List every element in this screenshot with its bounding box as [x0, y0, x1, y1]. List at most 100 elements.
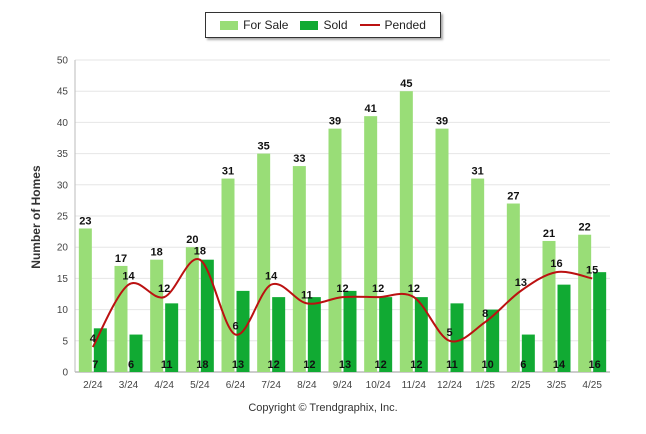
x-tick-label: 4/25 — [582, 380, 602, 391]
bar-for-sale — [578, 234, 592, 372]
data-label-for-sale: 23 — [79, 215, 91, 227]
y-tick-label: 40 — [57, 118, 69, 129]
data-label-sold: 6 — [520, 359, 526, 371]
y-tick-label: 15 — [57, 274, 69, 285]
x-tick-label: 11/24 — [402, 380, 427, 391]
y-tick-label: 25 — [57, 212, 69, 223]
x-tick-label: 12/24 — [437, 380, 462, 391]
data-label-pended: 12 — [158, 283, 170, 295]
y-tick-label: 30 — [57, 180, 69, 191]
x-tick-label: 2/25 — [511, 380, 531, 391]
data-label-pended: 4 — [90, 333, 97, 345]
for-sale-swatch-icon — [220, 20, 239, 30]
bar-sold — [307, 297, 321, 372]
bar-for-sale — [292, 166, 306, 372]
legend-item-pended: Pended — [359, 18, 426, 32]
data-label-for-sale: 39 — [329, 116, 341, 128]
y-tick-label: 10 — [57, 305, 69, 316]
x-tick-label: 9/24 — [333, 380, 353, 391]
bar-sold — [272, 297, 286, 372]
data-label-pended: 14 — [122, 271, 135, 283]
data-label-sold: 10 — [482, 359, 494, 371]
y-tick-label: 50 — [57, 56, 69, 67]
data-label-sold: 12 — [268, 359, 280, 371]
y-tick-label: 20 — [57, 243, 69, 254]
bar-sold — [414, 297, 428, 372]
data-label-pended: 18 — [194, 246, 206, 258]
bar-for-sale — [78, 228, 92, 372]
data-label-for-sale: 22 — [579, 222, 591, 234]
data-label-sold: 11 — [161, 359, 173, 371]
legend-label-for-sale: For Sale — [243, 18, 289, 32]
data-label-for-sale: 21 — [543, 228, 555, 240]
bar-sold — [379, 297, 393, 372]
bar-for-sale — [399, 91, 413, 372]
bar-sold — [165, 303, 179, 372]
x-tick-label: 10/24 — [366, 380, 391, 391]
legend: For Sale Sold Pended — [205, 12, 441, 38]
data-label-sold: 12 — [410, 359, 422, 371]
bar-sold — [200, 259, 214, 372]
bar-for-sale — [435, 128, 449, 372]
bar-sold — [129, 334, 143, 372]
data-label-pended: 12 — [336, 283, 348, 295]
data-label-sold: 6 — [128, 359, 134, 371]
data-label-for-sale: 31 — [472, 166, 484, 178]
data-label-sold: 13 — [232, 359, 244, 371]
data-label-sold: 13 — [339, 359, 351, 371]
data-label-pended: 14 — [265, 271, 278, 283]
data-label-pended: 15 — [586, 264, 598, 276]
data-label-for-sale: 35 — [258, 141, 270, 153]
legend-item-for-sale: For Sale — [220, 18, 288, 32]
data-label-for-sale: 39 — [436, 116, 448, 128]
bar-for-sale — [257, 153, 271, 372]
bar-sold — [343, 290, 357, 372]
data-label-sold: 16 — [589, 359, 601, 371]
bar-for-sale — [150, 259, 164, 372]
data-label-for-sale: 18 — [151, 247, 163, 259]
data-label-sold: 12 — [375, 359, 387, 371]
bar-for-sale — [328, 128, 342, 372]
bar-sold — [486, 309, 500, 372]
y-tick-label: 0 — [62, 368, 68, 379]
data-label-pended: 5 — [446, 327, 452, 339]
data-label-for-sale: 41 — [365, 103, 377, 115]
bar-sold — [521, 334, 535, 372]
data-label-sold: 11 — [446, 359, 458, 371]
bar-sold — [450, 303, 464, 372]
sold-swatch-icon — [300, 20, 319, 30]
data-label-pended: 12 — [372, 283, 384, 295]
x-tick-label: 5/24 — [190, 380, 210, 391]
x-tick-label: 3/24 — [119, 380, 139, 391]
data-label-for-sale: 31 — [222, 166, 234, 178]
legend-item-sold: Sold — [300, 18, 348, 32]
data-label-pended: 8 — [482, 308, 488, 320]
data-label-sold: 14 — [553, 359, 566, 371]
bar-sold — [557, 284, 571, 372]
x-tick-label: 2/24 — [83, 380, 103, 391]
data-label-pended: 16 — [550, 258, 562, 270]
bar-for-sale — [471, 178, 485, 372]
y-tick-label: 5 — [62, 336, 68, 347]
y-tick-label: 35 — [57, 149, 69, 160]
data-label-pended: 6 — [232, 321, 238, 333]
x-tick-label: 4/24 — [154, 380, 174, 391]
data-label-for-sale: 17 — [115, 253, 127, 265]
data-label-for-sale: 27 — [507, 191, 519, 203]
legend-label-pended: Pended — [384, 18, 426, 32]
series-line-pended — [91, 258, 593, 348]
bar-for-sale — [364, 116, 378, 372]
bar-for-sale — [506, 203, 520, 372]
bar-for-sale — [114, 265, 128, 372]
x-tick-label: 7/24 — [261, 380, 281, 391]
pended-line-icon — [359, 24, 380, 26]
data-label-pended: 12 — [408, 283, 420, 295]
data-label-for-sale: 45 — [400, 78, 412, 90]
bar-sold — [593, 272, 607, 372]
x-tick-label: 3/25 — [547, 380, 567, 391]
data-label-sold: 7 — [92, 359, 98, 371]
bar-for-sale — [221, 178, 235, 372]
x-tick-label: 6/24 — [226, 380, 246, 391]
